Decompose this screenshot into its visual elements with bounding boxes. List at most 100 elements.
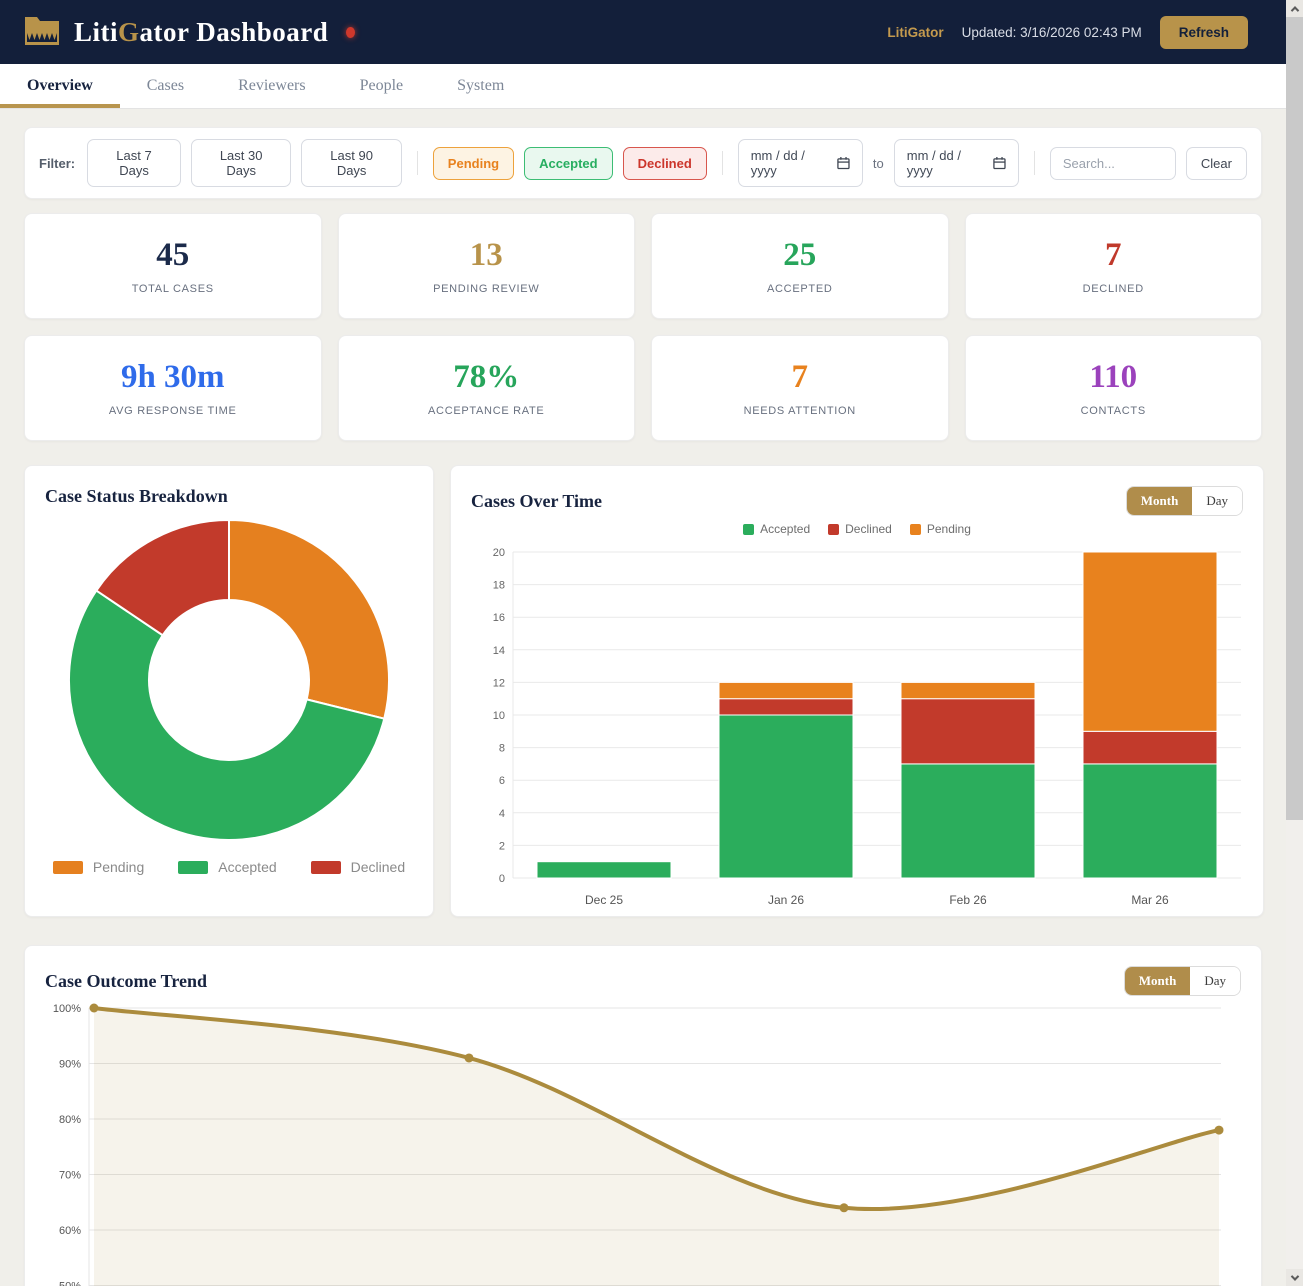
svg-text:20: 20 xyxy=(493,547,505,559)
tab-reviewers[interactable]: Reviewers xyxy=(238,77,306,94)
stat-label: PENDING REVIEW xyxy=(433,283,540,295)
toggle-month-button[interactable]: Month xyxy=(1124,967,1191,995)
date-to-input[interactable]: mm / dd / yyyy xyxy=(893,139,1019,187)
svg-text:4: 4 xyxy=(499,808,505,820)
legend-item-declined[interactable]: Declined xyxy=(828,522,892,536)
bar-interval-toggle: Month Day xyxy=(1125,486,1243,516)
svg-text:10: 10 xyxy=(493,710,505,722)
toggle-day-button[interactable]: Day xyxy=(1192,487,1242,515)
stat-label: CONTACTS xyxy=(1080,405,1146,417)
stat-value: 13 xyxy=(469,237,503,273)
tab-cases[interactable]: Cases xyxy=(146,77,185,94)
legend-swatch xyxy=(828,523,840,535)
date-from-input[interactable]: mm / dd / yyyy xyxy=(737,139,863,187)
legend-swatch xyxy=(310,860,341,874)
case-outcome-trend-card: Case Outcome Trend Month Day 100% 90% 80% 7… xyxy=(24,945,1262,1286)
stat-card-contacts: 110 CONTACTS xyxy=(964,335,1262,441)
legend-swatch xyxy=(52,860,83,874)
filter-bar: Filter: Last 7 Days Last 30 Days Last 90… xyxy=(24,127,1262,199)
stat-card-pending-review: 13 PENDING REVIEW xyxy=(337,213,635,319)
stat-card-declined: 7 DECLINED xyxy=(964,213,1262,319)
legend-label: Declined xyxy=(845,522,892,536)
legend-item-accepted[interactable]: Accepted xyxy=(178,859,277,875)
svg-text:8: 8 xyxy=(499,743,505,755)
donut-chart-title: Case Status Breakdown xyxy=(45,486,228,506)
refresh-button[interactable]: Refresh xyxy=(1159,15,1248,49)
svg-text:Jan 26: Jan 26 xyxy=(768,893,804,907)
legend-swatch xyxy=(909,523,921,535)
svg-text:100%: 100% xyxy=(53,1003,81,1015)
date-range-to-label: to xyxy=(872,155,884,171)
filter-declined-chip[interactable]: Declined xyxy=(622,146,707,180)
cases-over-time-card: Cases Over Time Month Day Accepted Declin… xyxy=(450,465,1264,917)
cases-over-time-bar-chart: 0 2 4 6 8 10 12 14 16 18 20 Dec 25 Jan 26 Feb 26 Mar 2… xyxy=(493,547,1241,907)
legend-item-pending[interactable]: Pending xyxy=(909,522,971,536)
case-status-breakdown-card: Case Status Breakdown Pending Accepted Dec… xyxy=(24,465,434,917)
svg-text:2: 2 xyxy=(499,840,505,852)
tab-people[interactable]: People xyxy=(359,77,404,94)
stat-label: NEEDS ATTENTION xyxy=(743,405,856,417)
brand-label: LitiGator xyxy=(887,24,944,40)
toggle-month-button[interactable]: Month xyxy=(1126,487,1193,515)
clear-filters-button[interactable]: Clear xyxy=(1185,146,1247,180)
svg-text:12: 12 xyxy=(493,677,505,689)
filter-divider xyxy=(721,151,723,175)
stat-value: 7 xyxy=(791,359,809,395)
updated-timestamp: Updated: 3/16/2026 02:43 PM xyxy=(961,24,1142,40)
svg-text:Mar 26: Mar 26 xyxy=(1131,893,1169,907)
svg-text:50%: 50% xyxy=(59,1281,81,1286)
filter-last-90-days-button[interactable]: Last 90 Days xyxy=(301,139,402,187)
date-from-placeholder: mm / dd / yyyy xyxy=(750,148,805,178)
filter-pending-chip[interactable]: Pending xyxy=(432,146,515,180)
legend-item-declined[interactable]: Declined xyxy=(310,859,406,875)
filter-last-7-days-button[interactable]: Last 7 Days xyxy=(87,139,181,187)
calendar-icon xyxy=(837,157,850,170)
svg-text:18: 18 xyxy=(493,580,505,592)
legend-swatch xyxy=(743,523,755,535)
stat-label: ACCEPTED xyxy=(767,283,833,295)
toggle-day-button[interactable]: Day xyxy=(1190,967,1240,995)
legend-item-pending[interactable]: Pending xyxy=(52,859,144,875)
filter-last-30-days-button[interactable]: Last 30 Days xyxy=(190,139,292,187)
search-input[interactable] xyxy=(1049,146,1176,180)
stat-label: TOTAL CASES xyxy=(131,283,214,295)
page-title: LitiGator Dashboard xyxy=(74,16,329,47)
legend-label: Accepted xyxy=(218,859,277,875)
scroll-up-button[interactable] xyxy=(1286,0,1303,17)
line-interval-toggle: Month Day xyxy=(1123,966,1241,996)
legend-item-accepted[interactable]: Accepted xyxy=(743,522,810,536)
tab-system[interactable]: System xyxy=(457,77,505,94)
legend-swatch xyxy=(178,860,209,874)
filter-accepted-chip[interactable]: Accepted xyxy=(524,146,613,180)
filter-divider xyxy=(1033,151,1035,175)
donut-legend: Pending Accepted Declined xyxy=(45,859,413,875)
bar-chart-title: Cases Over Time xyxy=(471,490,602,511)
svg-text:16: 16 xyxy=(493,612,505,624)
scrollbar-thumb[interactable] xyxy=(1286,17,1303,820)
filter-label: Filter: xyxy=(39,155,76,171)
stat-label: AVG RESPONSE TIME xyxy=(108,405,237,417)
tab-overview[interactable]: Overview xyxy=(0,64,120,108)
svg-text:90%: 90% xyxy=(59,1059,81,1071)
stat-card-total-cases: 45 TOTAL CASES xyxy=(24,213,322,319)
stat-card-acceptance-rate: 78% ACCEPTANCE RATE xyxy=(337,335,635,441)
stat-value: 78% xyxy=(453,359,520,395)
stat-value: 9h 30m xyxy=(120,359,225,395)
stat-label: DECLINED xyxy=(1082,283,1144,295)
svg-text:Dec 25: Dec 25 xyxy=(585,893,623,907)
page-scrollbar[interactable] xyxy=(1286,0,1303,1286)
scroll-down-button[interactable] xyxy=(1286,1269,1303,1286)
stat-value: 45 xyxy=(156,237,190,273)
date-to-placeholder: mm / dd / yyyy xyxy=(906,148,961,178)
stat-card-accepted: 25 ACCEPTED xyxy=(651,213,949,319)
svg-text:80%: 80% xyxy=(59,1114,81,1126)
stat-value: 7 xyxy=(1105,237,1122,273)
svg-text:6: 6 xyxy=(499,775,505,787)
filter-divider xyxy=(416,151,418,175)
legend-label: Declined xyxy=(350,859,406,875)
gator-folder-logo-icon xyxy=(24,14,60,50)
app-header: LitiGator Dashboard LitiGator Updated: 3… xyxy=(0,0,1286,64)
stats-grid: 45 TOTAL CASES 13 PENDING REVIEW 25 ACCE… xyxy=(24,213,1262,441)
